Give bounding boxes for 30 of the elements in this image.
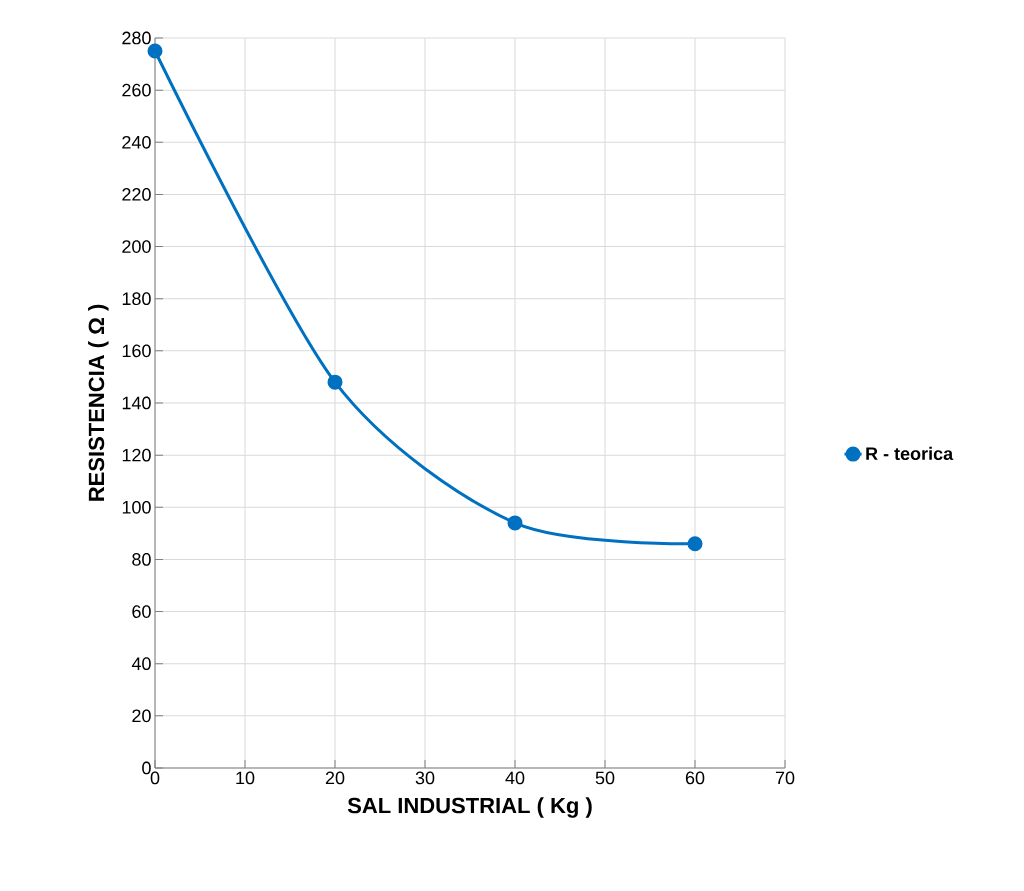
y-tick-label: 80 [132,553,151,566]
y-axis-title: RESISTENCIA ( Ω ) [88,304,109,501]
point [687,536,703,552]
y-tick-label: 240 [122,135,151,149]
y-tick-label: 40 [131,657,151,671]
y-tick-label: 200 [122,240,151,253]
y-tick-label: 0 [142,761,151,775]
x-tick-label: 50 [595,771,615,785]
x-tick-label: 0 [150,771,160,785]
y-tick-label: 280 [122,31,151,45]
x-tick-label: 10 [236,771,255,785]
point [327,374,343,390]
x-tick-label: 60 [685,771,705,785]
y-tick-label: 260 [122,83,151,97]
x-tick-label: 20 [325,771,345,785]
y-tick-label: 160 [122,344,151,358]
point [507,515,523,531]
point [147,43,163,59]
y-tick-label: 220 [122,188,151,201]
x-tick-label: 30 [415,771,435,785]
x-tick-label: 40 [505,771,525,785]
x-tick-label: 70 [775,771,795,785]
y-tick-label: 180 [122,292,151,306]
y-tick-label: 60 [132,605,151,618]
x-axis-title: SAL INDUSTRIAL ( Kg ) [347,797,592,818]
y-tick-label: 140 [122,396,151,410]
legend-label: R - teorica [866,446,954,461]
y-tick-label: 20 [132,709,151,723]
y-tick-label: 100 [122,500,151,514]
y-tick-label: 120 [122,448,151,462]
